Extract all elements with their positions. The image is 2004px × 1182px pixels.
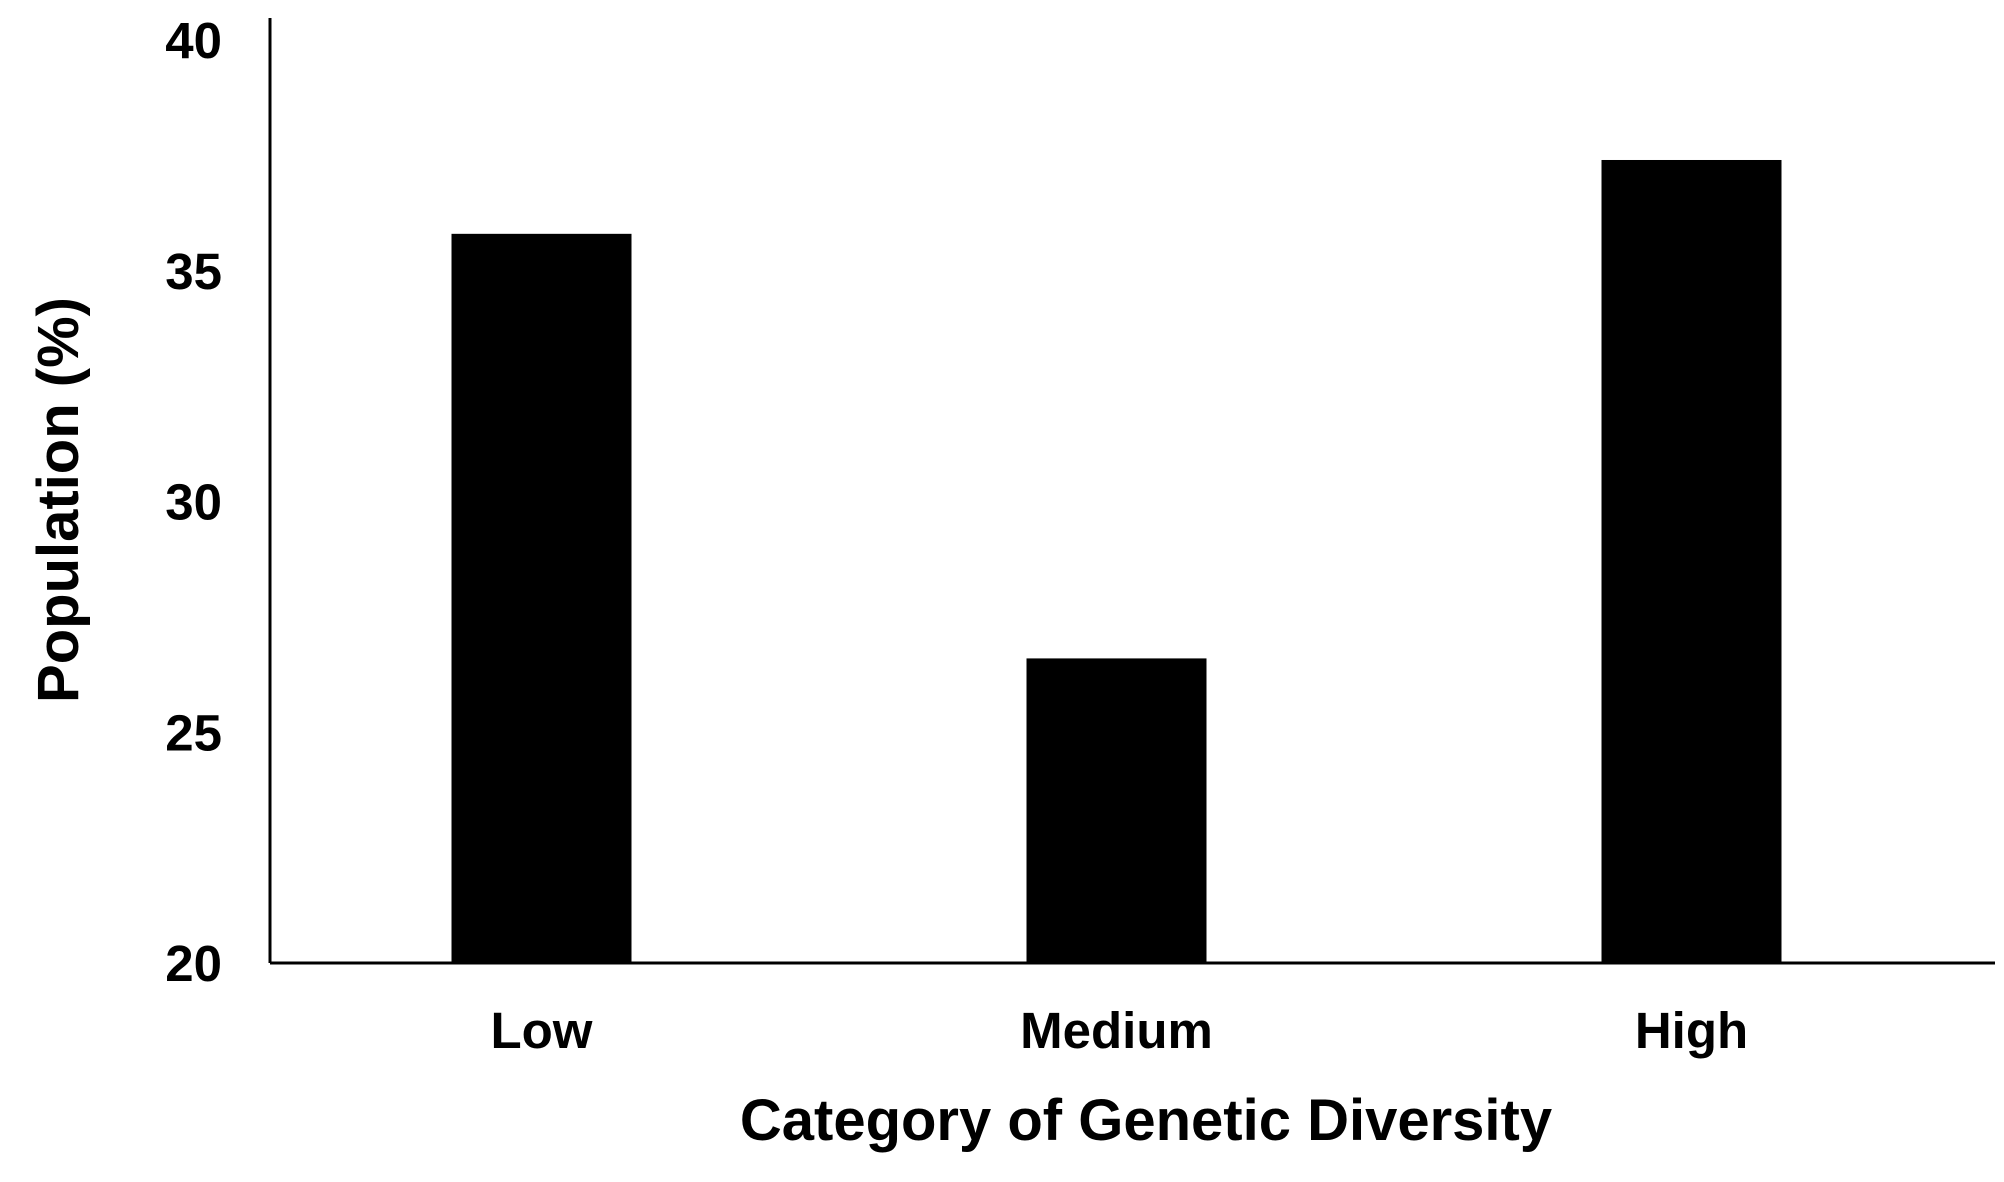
y-axis-ticks: 20 25 30 35 40 — [165, 12, 222, 992]
y-axis-title: Population (%) — [26, 297, 91, 703]
y-tick-label-40: 40 — [165, 12, 222, 69]
x-tick-label-medium: Medium — [1020, 1002, 1213, 1059]
bar-medium — [1026, 658, 1207, 963]
y-tick-label-30: 30 — [165, 474, 222, 531]
x-axis-category-labels: Low Medium High — [491, 1002, 1749, 1059]
y-tick-label-25: 25 — [165, 704, 222, 761]
y-tick-label-20: 20 — [165, 935, 222, 992]
x-tick-label-high: High — [1635, 1002, 1748, 1059]
bars-group — [451, 159, 1782, 964]
y-tick-label-35: 35 — [165, 243, 222, 300]
bar-high — [1601, 159, 1782, 964]
x-tick-label-low: Low — [491, 1002, 593, 1059]
bar-low — [451, 233, 632, 963]
x-axis-title: Category of Genetic Diversity — [740, 1088, 1552, 1153]
